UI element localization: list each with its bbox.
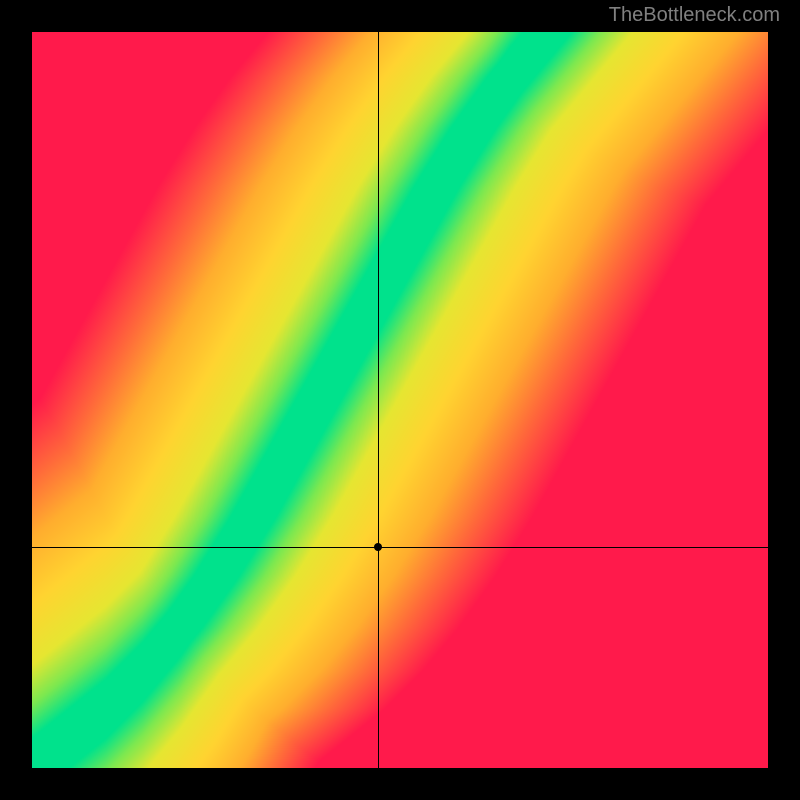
marker-point [374,543,382,551]
watermark-text: TheBottleneck.com [609,4,780,27]
heatmap-canvas [32,32,768,768]
heatmap-plot [32,32,768,768]
crosshair-vertical [378,32,379,768]
crosshair-horizontal [32,547,768,548]
